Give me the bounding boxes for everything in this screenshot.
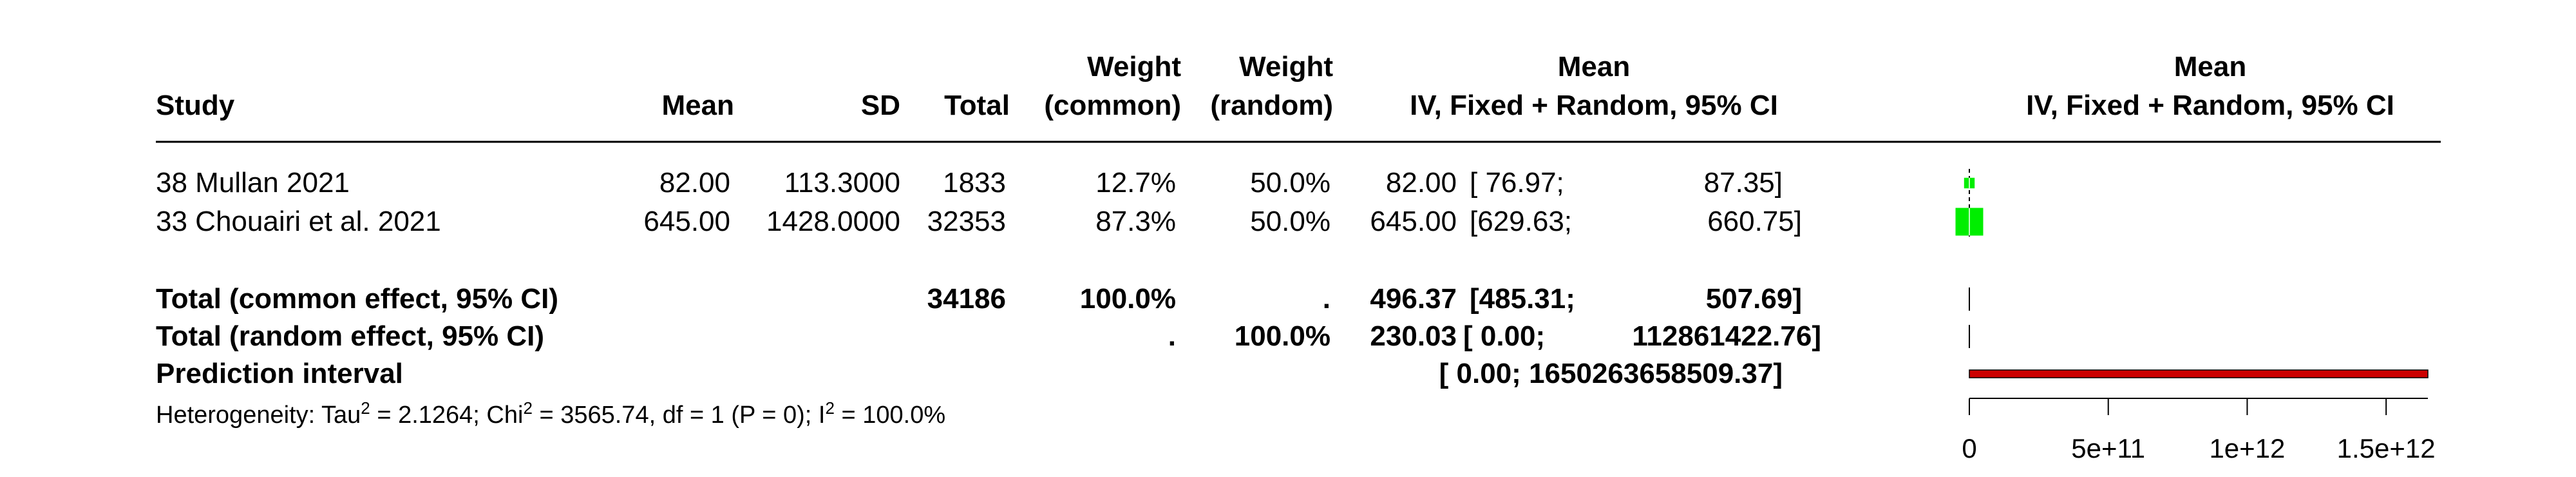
prediction-interval-row: Prediction interval [ 0.00; 165026365850… — [156, 358, 1783, 389]
study-total: 1833 — [943, 167, 1006, 199]
random-effect-ci-lower: [ 0.00; — [1463, 320, 1545, 352]
random-effect-row: Total (random effect, 95% CI) . 100.0% 2… — [156, 320, 1821, 352]
header-plot-bottom: IV, Fixed + Random, 95% CI — [2026, 90, 2394, 121]
study-ci-upper: 660.75] — [1707, 206, 1802, 237]
study-ci-estimate: 645.00 — [1370, 206, 1457, 237]
common-effect-total: 34186 — [927, 283, 1006, 315]
study-row-2: 33 Chouairi et al. 2021 645.00 1428.0000… — [156, 206, 1802, 237]
header-weight-random-1: Weight — [1239, 51, 1333, 83]
x-axis-tick-label: 1.5e+12 — [2337, 433, 2436, 463]
header-plot-top: Mean — [2174, 51, 2246, 83]
common-effect-ci-estimate: 496.37 — [1370, 283, 1457, 315]
heterogeneity-prefix: Heterogeneity: Tau — [156, 402, 361, 429]
random-effect-weight-random: 100.0% — [1235, 320, 1331, 352]
heterogeneity-tau-value: = 2.1264; Chi — [370, 402, 524, 429]
header-study: Study — [156, 90, 235, 121]
superscript: 2 — [523, 398, 532, 418]
common-effect-ci-upper: 507.69] — [1706, 283, 1802, 315]
superscript: 2 — [361, 398, 370, 418]
study-name: 38 Mullan 2021 — [156, 167, 350, 199]
study-ci-lower: [ 76.97; — [1470, 167, 1564, 199]
study-ci-lower: [629.63; — [1470, 206, 1572, 237]
study-ci-upper: 87.35] — [1704, 167, 1783, 199]
plot-marks — [1955, 169, 2429, 378]
study-mean: 645.00 — [643, 206, 730, 237]
x-axis-tick-label: 1e+12 — [2209, 433, 2285, 463]
common-effect-label: Total (common effect, 95% CI) — [156, 283, 558, 315]
study-total: 32353 — [927, 206, 1006, 237]
study-weight-random: 50.0% — [1250, 167, 1331, 199]
study-weight-common: 12.7% — [1095, 167, 1176, 199]
prediction-interval-ci: [ 0.00; 1650263658509.37] — [1439, 358, 1783, 389]
header-mean: Mean — [662, 90, 734, 121]
common-effect-row: Total (common effect, 95% CI) 34186 100.… — [156, 283, 1802, 315]
x-axis-tick-label: 0 — [1962, 433, 1976, 463]
study-sd: 1428.0000 — [766, 206, 900, 237]
common-effect-weight-random: . — [1323, 283, 1331, 315]
random-effect-ci-estimate: 230.03 — [1370, 320, 1457, 352]
study-weight-random: 50.0% — [1250, 206, 1331, 237]
common-effect-ci-lower: [485.31; — [1470, 283, 1575, 315]
prediction-interval-label: Prediction interval — [156, 358, 403, 389]
heterogeneity-chi-value: = 3565.74, df = 1 (P = 0); I — [533, 402, 826, 429]
header-total: Total — [944, 90, 1010, 121]
study-weight-common: 87.3% — [1095, 206, 1176, 237]
header-weight-random-2: (random) — [1210, 90, 1333, 121]
x-axis: 0 5e+11 1e+12 1.5e+12 — [1962, 398, 2436, 463]
random-effect-ci-upper: 112861422.76] — [1632, 320, 1821, 352]
heterogeneity-i2-value: = 100.0% — [835, 402, 945, 429]
random-effect-weight-common: . — [1168, 320, 1176, 352]
study-mean: 82.00 — [659, 167, 730, 199]
study-ci-estimate: 82.00 — [1386, 167, 1457, 199]
header-ci-bottom: IV, Fixed + Random, 95% CI — [1410, 90, 1778, 121]
study-row-1: 38 Mullan 2021 82.00 113.3000 1833 12.7%… — [156, 167, 1783, 199]
prediction-interval-bar — [1969, 369, 2429, 378]
heterogeneity-text: Heterogeneity: Tau2 = 2.1264; Chi2 = 356… — [156, 398, 945, 429]
common-effect-weight-common: 100.0% — [1080, 283, 1176, 315]
study-sd: 113.3000 — [784, 167, 900, 199]
superscript: 2 — [825, 398, 834, 418]
header-weight-common-1: Weight — [1087, 51, 1181, 83]
header-sd: SD — [861, 90, 900, 121]
header-weight-common-2: (common) — [1044, 90, 1181, 121]
study-name: 33 Chouairi et al. 2021 — [156, 206, 441, 237]
random-effect-label: Total (random effect, 95% CI) — [156, 320, 544, 352]
x-axis-tick-label: 5e+11 — [2071, 433, 2145, 463]
header-ci-top: Mean — [1558, 51, 1630, 83]
